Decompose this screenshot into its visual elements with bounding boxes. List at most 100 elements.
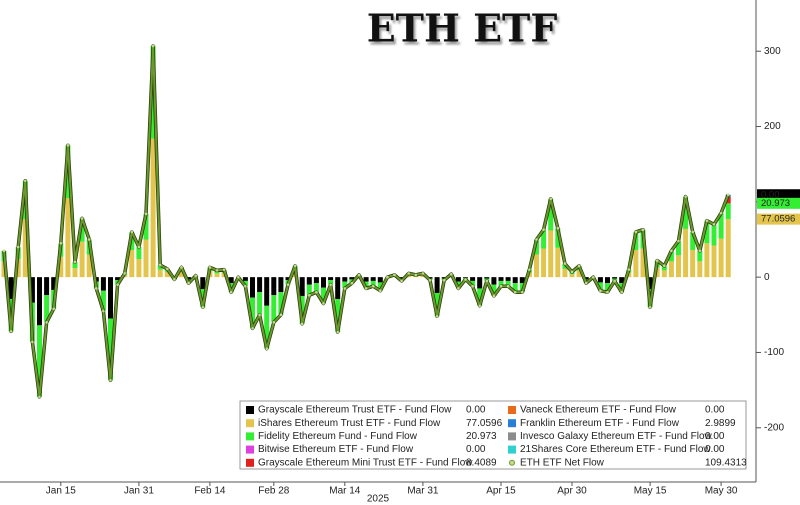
- bar-segment: [718, 213, 724, 239]
- net-flow-point: [265, 347, 269, 350]
- bar-segment: [697, 261, 703, 278]
- net-flow-point: [485, 279, 489, 283]
- legend-marker: [508, 445, 516, 454]
- bar-segment: [342, 281, 348, 289]
- net-flow-point: [95, 287, 98, 290]
- net-flow-point: [719, 211, 723, 215]
- bar-segment: [505, 280, 511, 287]
- bar-segment: [569, 274, 575, 278]
- net-flow-point: [400, 279, 403, 283]
- net-flow-point: [80, 217, 84, 220]
- y-tick-label: 200: [764, 121, 781, 132]
- bar-segment: [37, 277, 42, 326]
- bar-segment: [491, 284, 497, 296]
- bar-segment: [321, 277, 326, 288]
- bar-segment: [725, 203, 731, 220]
- bar-segment: [555, 228, 561, 248]
- legend-value: 77.0596: [466, 418, 503, 429]
- bar-segment: [22, 219, 28, 278]
- bar-segment: [640, 248, 646, 278]
- bar-segment: [484, 277, 490, 279]
- net-flow-point: [663, 264, 666, 268]
- bar-segment: [647, 277, 653, 290]
- net-flow-point: [606, 290, 609, 294]
- net-flow-point: [123, 272, 126, 275]
- legend-value: 0.00: [705, 431, 725, 442]
- bar-segment: [420, 274, 426, 278]
- bar-segment: [157, 265, 163, 270]
- net-flow-point: [187, 281, 190, 285]
- legend-value: 8.4089: [466, 457, 497, 468]
- net-flow-point: [435, 315, 439, 318]
- legend-value: 0.00: [705, 444, 725, 455]
- bar-segment: [477, 288, 483, 306]
- net-flow-point: [386, 275, 389, 279]
- bar-segment: [72, 262, 78, 269]
- bar-segment: [697, 250, 703, 262]
- x-tick-label: Apr 30: [557, 486, 587, 497]
- net-flow-point: [151, 44, 155, 48]
- net-flow-point: [542, 228, 545, 232]
- net-flow-point: [343, 287, 347, 290]
- x-tick-label: Apr 15: [486, 486, 516, 497]
- net-flow-point: [308, 293, 311, 297]
- net-flow-point: [102, 309, 105, 313]
- bar-segment: [29, 277, 35, 303]
- net-flow-point: [279, 313, 283, 317]
- net-flow-point: [293, 264, 297, 268]
- net-flow-point: [87, 238, 91, 241]
- bar-segment: [8, 277, 14, 299]
- bar-segment: [725, 196, 731, 204]
- bar-segment: [683, 228, 689, 278]
- net-flow-point: [244, 284, 247, 288]
- net-flow-point: [634, 230, 638, 234]
- legend-label: Fidelity Ethereum Fund - Fund Flow: [258, 431, 418, 442]
- net-flow-point: [528, 268, 531, 271]
- bar-segment: [72, 268, 78, 278]
- bar-segment: [321, 287, 326, 304]
- bar-segment: [335, 277, 341, 299]
- legend-label: Franklin Ethereum ETF - Fund Flow: [520, 418, 680, 429]
- legend-value: 0.00: [466, 444, 486, 455]
- legend-marker: [246, 458, 254, 467]
- bar-segment: [633, 250, 639, 278]
- bar-segment: [498, 280, 504, 287]
- bar-segment: [278, 292, 284, 315]
- net-flow-point: [563, 262, 567, 265]
- net-flow-point: [336, 330, 340, 334]
- net-flow-point: [329, 283, 332, 286]
- bar-segment: [257, 292, 263, 315]
- bar-segment: [711, 224, 717, 246]
- net-flow-point: [698, 249, 702, 253]
- bar-segment: [668, 261, 674, 278]
- bar-segment: [434, 292, 440, 317]
- bar-segment: [455, 277, 461, 282]
- bar-segment: [519, 277, 525, 284]
- bar-segment: [328, 280, 334, 285]
- net-flow-point: [350, 281, 354, 285]
- bar-segment: [470, 280, 476, 287]
- bar-segment: [576, 270, 582, 278]
- net-flow-point: [726, 193, 730, 197]
- legend: Grayscale Ethereum Trust ETF - Fund Flow…: [239, 400, 747, 470]
- legend-marker: [246, 432, 254, 441]
- net-flow-point: [258, 313, 261, 317]
- legend-value: 0.00: [466, 405, 486, 416]
- bar-segment: [136, 247, 142, 260]
- bar-segment: [399, 277, 405, 279]
- bar-segment: [498, 277, 504, 281]
- bar-segment: [115, 277, 121, 281]
- net-flow-point: [315, 290, 318, 294]
- net-flow-point: [45, 321, 48, 324]
- net-flow-point: [222, 268, 226, 271]
- value-tag-label: 77.0596: [761, 214, 795, 225]
- bar-segment: [463, 277, 468, 278]
- bar-segment: [200, 277, 206, 290]
- net-flow-point: [16, 245, 20, 249]
- bar-segment: [683, 196, 689, 229]
- bar-segment: [257, 277, 263, 293]
- bar-segment: [370, 277, 376, 281]
- net-flow-point: [421, 272, 425, 275]
- bar-segment: [15, 259, 21, 278]
- net-flow-point: [535, 238, 538, 241]
